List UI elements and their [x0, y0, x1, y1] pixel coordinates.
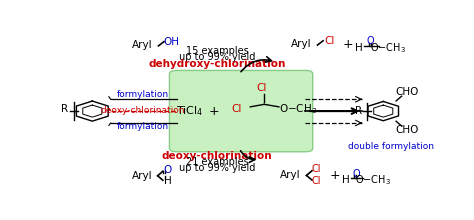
Text: O$-$CH$_3$: O$-$CH$_3$	[370, 42, 406, 55]
Text: Cl: Cl	[256, 83, 266, 93]
Text: 21 examples: 21 examples	[186, 157, 248, 167]
Text: +: +	[342, 38, 353, 51]
Text: CHO: CHO	[395, 88, 419, 97]
Text: double formylation: double formylation	[347, 142, 434, 151]
Text: Cl: Cl	[311, 176, 321, 186]
Text: Aryl: Aryl	[132, 40, 152, 50]
Text: deoxy-chlorination: deoxy-chlorination	[101, 106, 185, 115]
Text: CHO: CHO	[395, 125, 419, 135]
Text: Cl: Cl	[231, 104, 241, 114]
Text: up to 99% yield: up to 99% yield	[179, 163, 255, 173]
Text: 15 examples: 15 examples	[186, 46, 248, 56]
Text: H: H	[355, 43, 363, 53]
Text: +: +	[329, 169, 340, 182]
Text: R: R	[61, 104, 68, 114]
Text: +: +	[208, 104, 219, 118]
Text: formylation: formylation	[117, 90, 169, 99]
Text: formylation: formylation	[117, 122, 169, 131]
Text: O: O	[164, 165, 172, 174]
Text: dehydroxy-chlorination: dehydroxy-chlorination	[148, 59, 286, 69]
Text: R: R	[355, 106, 362, 116]
Text: Cl: Cl	[324, 36, 335, 46]
Text: O$-$CH$_3$: O$-$CH$_3$	[279, 103, 317, 116]
Text: Aryl: Aryl	[280, 170, 301, 180]
FancyBboxPatch shape	[169, 70, 313, 152]
Text: H: H	[342, 175, 350, 185]
Text: deoxy-chlorination: deoxy-chlorination	[162, 151, 273, 161]
Text: TiCl$_4$: TiCl$_4$	[176, 104, 203, 118]
Text: up to 99% yield: up to 99% yield	[179, 52, 255, 62]
Text: H: H	[164, 176, 172, 186]
Text: Cl: Cl	[311, 164, 321, 174]
Text: Aryl: Aryl	[292, 39, 312, 49]
Text: O: O	[352, 169, 360, 179]
Text: O$-$CH$_3$: O$-$CH$_3$	[356, 173, 391, 187]
Text: O: O	[367, 36, 374, 46]
Text: OH: OH	[163, 37, 179, 47]
Text: Aryl: Aryl	[132, 171, 152, 181]
